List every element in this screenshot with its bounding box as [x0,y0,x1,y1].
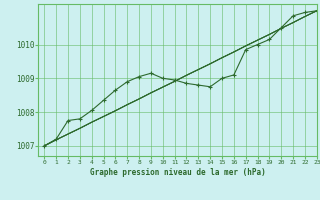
X-axis label: Graphe pression niveau de la mer (hPa): Graphe pression niveau de la mer (hPa) [90,168,266,177]
